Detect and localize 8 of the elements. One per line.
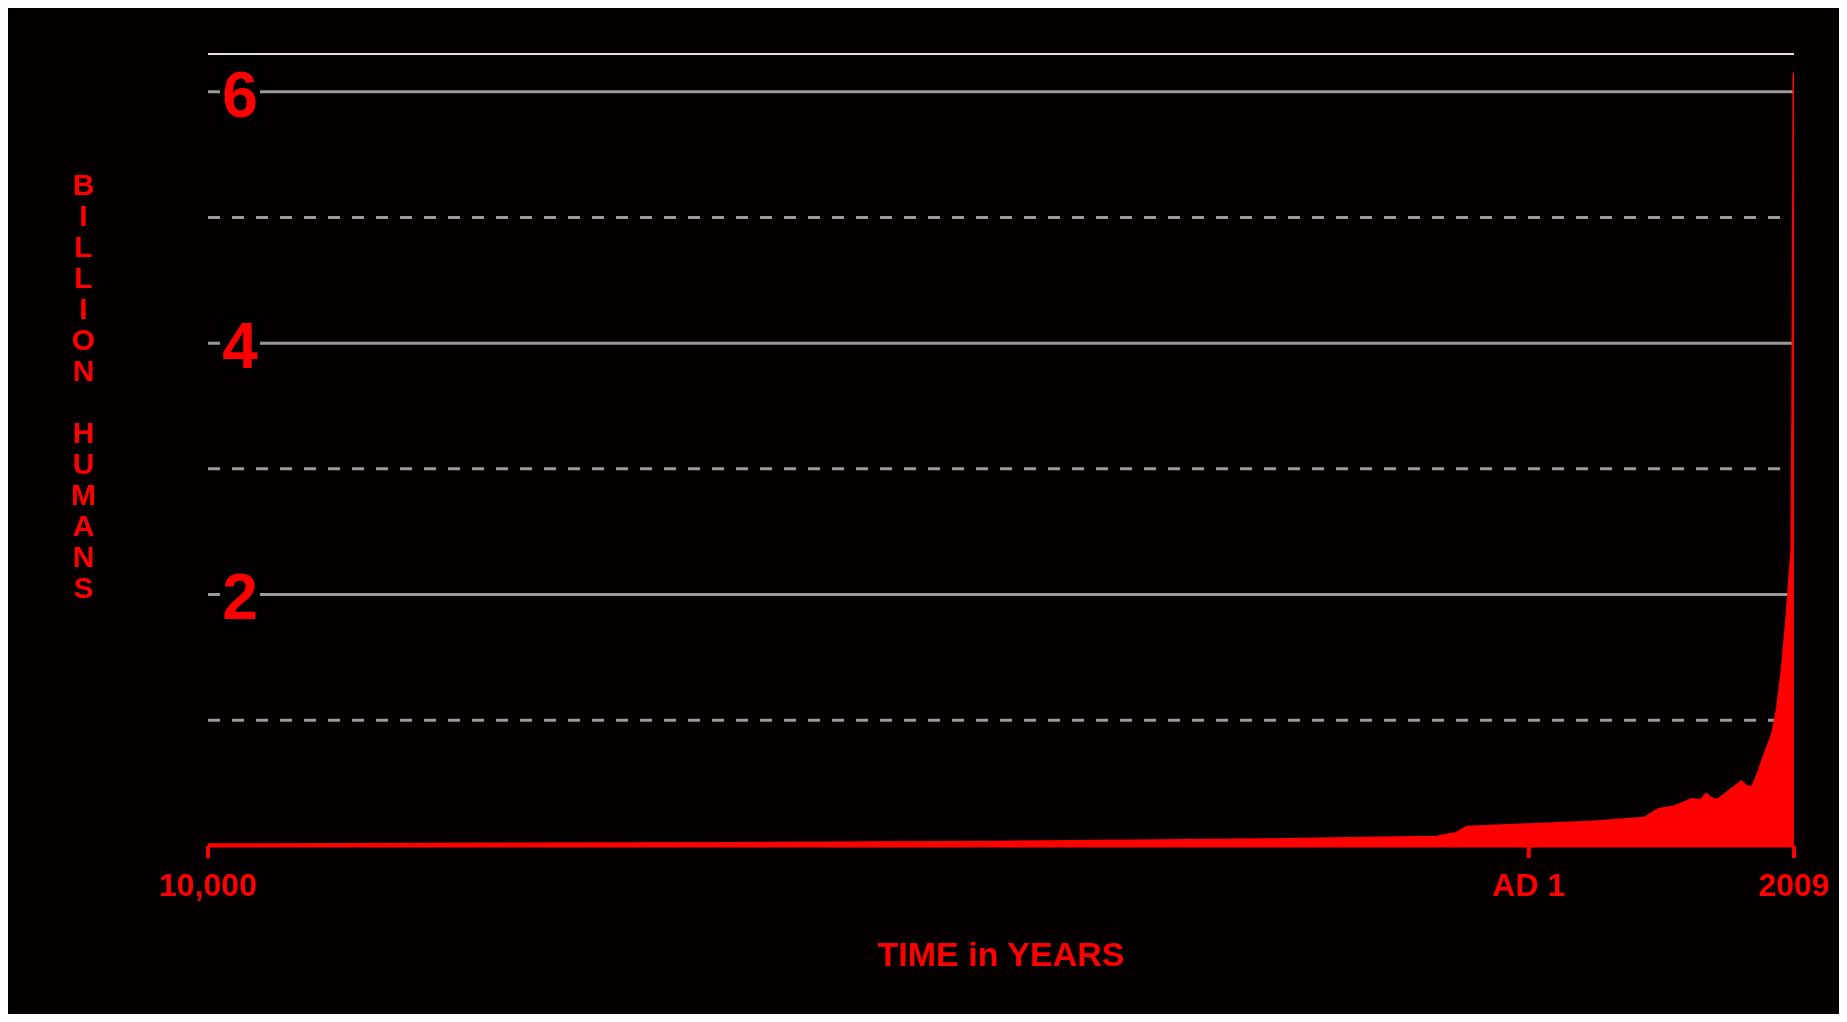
y-axis-title: BILLION HUMANS bbox=[67, 168, 100, 602]
x-tick-label: 2009 bbox=[1758, 867, 1830, 903]
x-axis-title: TIME in YEARS bbox=[877, 935, 1125, 973]
x-tick-label: 10,000 bbox=[159, 867, 257, 903]
y-tick-label: 4 bbox=[222, 310, 259, 383]
y-tick-label: 6 bbox=[222, 58, 258, 131]
y-tick-label: 2 bbox=[222, 561, 258, 634]
x-tick-label: AD 1 bbox=[1492, 867, 1566, 903]
